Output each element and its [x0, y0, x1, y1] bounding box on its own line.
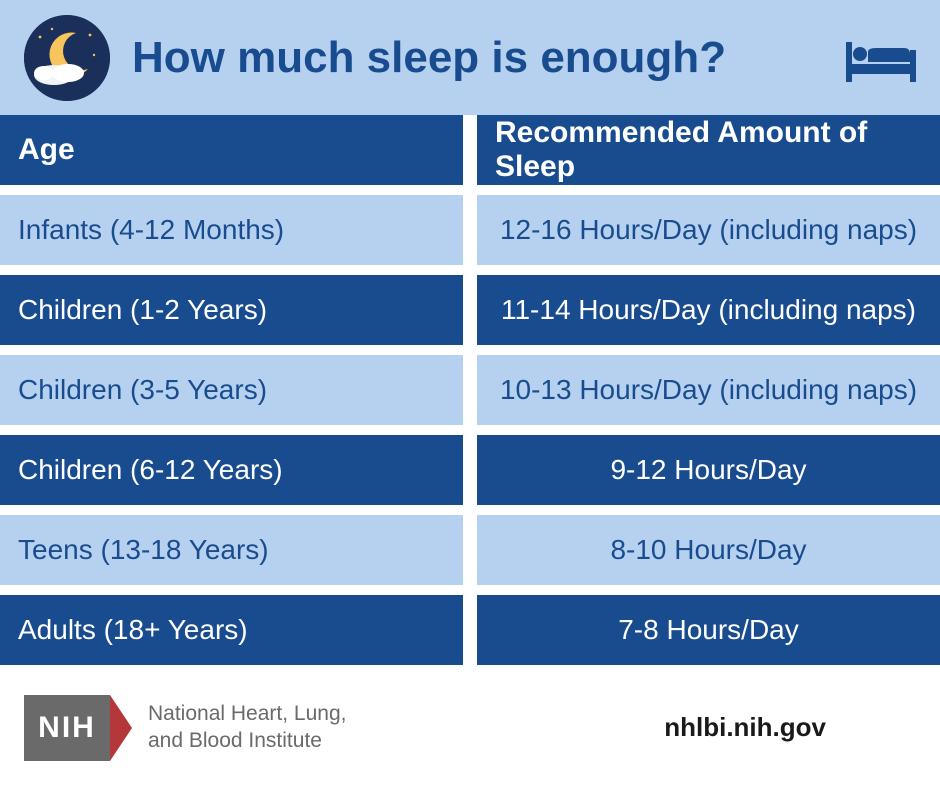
title-bar: How much sleep is enough? [0, 0, 940, 115]
cell-age: Infants (4-12 Months) [0, 195, 463, 265]
column-age: Age Infants (4-12 Months) Children (1-2 … [0, 115, 463, 665]
cell-age: Adults (18+ Years) [0, 595, 463, 665]
cell-age: Teens (13-18 Years) [0, 515, 463, 585]
source-url: nhlbi.nih.gov [664, 712, 916, 743]
cell-amount: 12-16 Hours/Day (including naps) [477, 195, 940, 265]
infographic-container: How much sleep is enough? Age Infants (4… [0, 0, 940, 788]
header-amount: Recommended Amount of Sleep [477, 115, 940, 185]
cell-amount: 11-14 Hours/Day (including naps) [477, 275, 940, 345]
cell-age: Children (3-5 Years) [0, 355, 463, 425]
cell-age: Children (6-12 Years) [0, 435, 463, 505]
nih-abbrev: NIH [24, 695, 110, 761]
org-name: National Heart, Lung, and Blood Institut… [148, 701, 346, 754]
cell-amount: 10-13 Hours/Day (including naps) [477, 355, 940, 425]
nih-arrow-icon [110, 695, 132, 761]
column-amount: Recommended Amount of Sleep 12-16 Hours/… [477, 115, 940, 665]
org-line2: and Blood Institute [148, 729, 322, 752]
page-title: How much sleep is enough? [132, 33, 824, 83]
footer: NIH National Heart, Lung, and Blood Inst… [0, 675, 940, 788]
bed-icon [846, 34, 916, 82]
cell-age: Children (1-2 Years) [0, 275, 463, 345]
nih-logo: NIH [24, 695, 132, 761]
org-line1: National Heart, Lung, [148, 702, 346, 725]
cell-amount: 7-8 Hours/Day [477, 595, 940, 665]
cell-amount: 9-12 Hours/Day [477, 435, 940, 505]
header-age: Age [0, 115, 463, 185]
table: Age Infants (4-12 Months) Children (1-2 … [0, 115, 940, 675]
cell-amount: 8-10 Hours/Day [477, 515, 940, 585]
moon-icon [24, 15, 110, 101]
